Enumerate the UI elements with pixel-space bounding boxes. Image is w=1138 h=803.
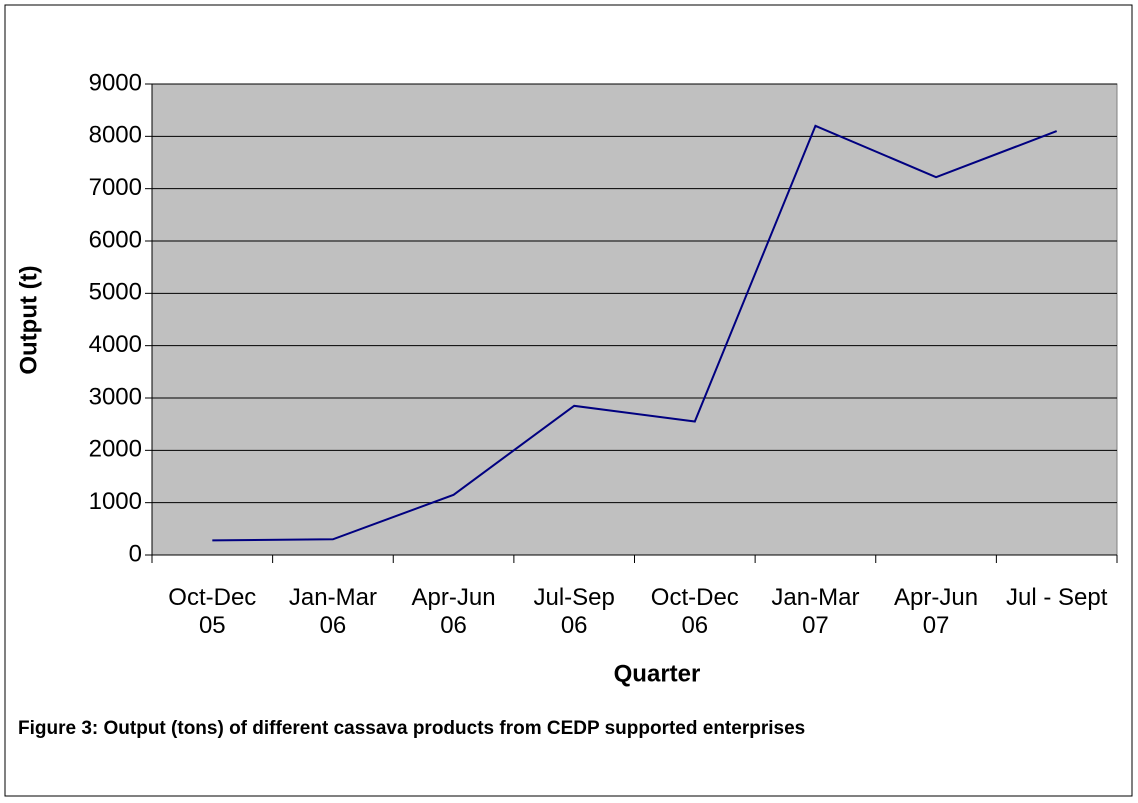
y-axis-title: Output (t) xyxy=(15,265,42,374)
y-tick-label: 4000 xyxy=(89,331,142,358)
x-tick-label: Jul - Sept xyxy=(1005,584,1108,611)
y-tick-label: 6000 xyxy=(89,226,142,253)
y-tick-label: 1000 xyxy=(89,488,142,515)
y-tick-label: 5000 xyxy=(89,279,142,306)
y-tick-label: 3000 xyxy=(89,383,142,410)
data-line xyxy=(212,124,1058,542)
y-tick-label: 2000 xyxy=(89,436,142,463)
y-tick-label: 0 xyxy=(129,540,142,567)
x-axis-title: Quarter xyxy=(614,660,701,687)
x-tick-label: Apr-Jun 07 xyxy=(894,584,979,639)
plot-area xyxy=(151,83,1118,556)
x-tick-label: Jan-Mar 07 xyxy=(771,584,860,639)
x-tick-label: Jul-Sep 06 xyxy=(533,584,615,639)
x-tick-label: Oct-Dec 05 xyxy=(168,584,257,639)
y-tick-label: 9000 xyxy=(89,69,142,96)
y-tick-label: 7000 xyxy=(89,174,142,201)
x-tick-label: Oct-Dec 06 xyxy=(650,584,739,639)
x-tick-label: Jan-Mar 06 xyxy=(288,584,377,639)
caption: Figure 3: Output (tons) of different cas… xyxy=(18,718,805,739)
y-tick-label: 8000 xyxy=(89,122,142,149)
x-tick-label: Apr-Jun 06 xyxy=(411,584,496,639)
